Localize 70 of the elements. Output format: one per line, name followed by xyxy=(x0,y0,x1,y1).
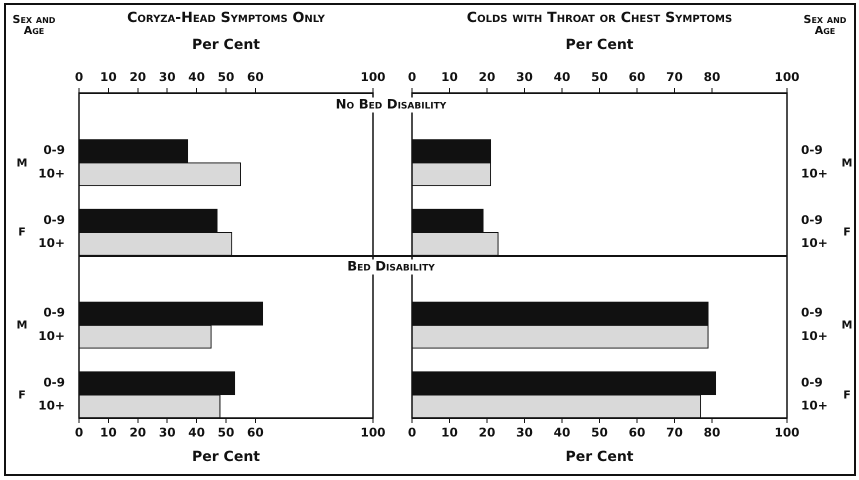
x2-tick-label: 40 xyxy=(554,70,570,84)
y-tick-label: 0-9 xyxy=(801,375,823,390)
y-tick-label: 0-9 xyxy=(43,143,65,158)
x2-tick-label: 10 xyxy=(100,70,117,84)
x-tick-label: 100 xyxy=(360,425,386,440)
x-tick-label: 0 xyxy=(408,425,416,440)
text: M xyxy=(842,156,852,170)
x-tick-label: 50 xyxy=(591,425,608,440)
x2-tick-label: 20 xyxy=(478,70,496,84)
text: F xyxy=(18,226,26,239)
chart-title: Coryza-Head Symptoms Only xyxy=(127,10,325,26)
x-tick-label: 30 xyxy=(516,425,533,440)
text: F xyxy=(843,226,851,239)
x-axis-title: Per Cent xyxy=(566,449,634,466)
x2-tick-label: 70 xyxy=(666,70,683,84)
y-tick-label: 10+ xyxy=(801,398,828,413)
y-tick-label: 0-9 xyxy=(43,375,65,390)
text: F xyxy=(843,388,851,402)
x-tick-label: 20 xyxy=(129,425,146,440)
x2-tick-label: 60 xyxy=(628,70,646,84)
x-tick-label: 70 xyxy=(666,425,683,440)
x-tick-label: 0 xyxy=(74,425,84,440)
x-tick-label: 50 xyxy=(218,425,234,440)
x2-tick-label: 50 xyxy=(591,70,608,84)
x2-tick-label: 100 xyxy=(360,70,386,84)
y-tick-label: 10+ xyxy=(801,236,828,250)
y-tick-label: 0-9 xyxy=(801,306,823,320)
x-tick-label: 40 xyxy=(188,425,205,440)
y-tick-label: 10+ xyxy=(38,398,65,413)
x-tick-label: 40 xyxy=(554,425,570,440)
x2-tick-label: 0 xyxy=(408,70,416,84)
annotation: No Bed Disability xyxy=(332,97,450,112)
y-tick-label: 10+ xyxy=(801,328,828,343)
x-tick-label: 20 xyxy=(478,425,496,440)
annotation: Bed Disability xyxy=(343,260,439,275)
y-tick-label: 0-9 xyxy=(43,306,65,320)
x2-tick-label: 30 xyxy=(516,70,533,84)
y-tick-label: 10+ xyxy=(38,328,65,343)
y-tick-label: 0-9 xyxy=(801,212,823,227)
chart-title: Colds with Throat or Chest Symptoms xyxy=(466,10,732,26)
x2-tick-label: 10 xyxy=(441,70,458,84)
x2-tick-label: 50 xyxy=(218,70,234,84)
x-tick-label: 10 xyxy=(100,425,117,440)
y-tick-label: 10+ xyxy=(38,166,65,180)
x2-tick-label: 30 xyxy=(158,70,176,84)
y-tick-label: 0-9 xyxy=(801,143,823,158)
x2-tick-label: 20 xyxy=(129,70,146,84)
x2-tick-label: 80 xyxy=(704,70,720,84)
x2-tick-label: 60 xyxy=(247,70,264,84)
x2-tick-label: 100 xyxy=(774,70,800,84)
y-tick-label: 10+ xyxy=(38,236,65,250)
text: M xyxy=(842,318,852,332)
x2-tick-label: 40 xyxy=(188,70,205,84)
text: F xyxy=(18,388,26,402)
x-tick-label: 60 xyxy=(247,425,264,440)
x2-tick-label: 0 xyxy=(74,70,84,84)
y-tick-label: 0-9 xyxy=(43,212,65,227)
x-tick-label: 100 xyxy=(774,425,800,440)
x2-axis-title: Per Cent xyxy=(566,37,634,54)
x-axis-title: Per Cent xyxy=(192,449,260,466)
x-tick-label: 30 xyxy=(158,425,176,440)
y-axis-title: Sex and Age xyxy=(12,13,56,37)
x-tick-label: 80 xyxy=(704,425,720,440)
x-tick-label: 60 xyxy=(628,425,646,440)
x-tick-label: 10 xyxy=(441,425,458,440)
text: M xyxy=(16,318,28,332)
x2-axis-title: Per Cent xyxy=(192,37,260,54)
y-tick-label: 10+ xyxy=(801,166,828,180)
y-axis-title: Sex and Age xyxy=(802,13,848,37)
text: M xyxy=(16,156,28,170)
